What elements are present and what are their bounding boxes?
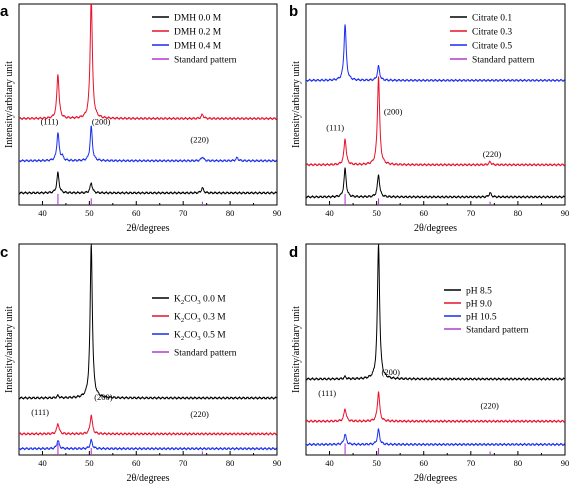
peak-annotation: (111) — [326, 123, 344, 133]
peak-annotation: (111) — [41, 117, 59, 127]
x-tick-label: 90 — [561, 208, 569, 218]
peak-annotation: (220) — [190, 135, 209, 145]
series-line — [306, 391, 565, 423]
series-line — [19, 171, 277, 195]
legend-label: pH 10.5 — [466, 313, 497, 323]
x-tick-label: 70 — [467, 208, 476, 218]
peak-annotation: (200) — [92, 117, 111, 127]
series-line — [306, 167, 565, 199]
x-tick-label: 70 — [179, 458, 188, 468]
x-tick-label: 60 — [419, 208, 428, 218]
series-line — [19, 438, 277, 451]
x-tick-label: 90 — [273, 458, 282, 468]
legend-label: Citrate 0.1 — [472, 14, 512, 24]
x-tick-label: 60 — [132, 208, 141, 218]
plot-frame — [305, 243, 566, 456]
x-tick-label: 70 — [179, 208, 188, 218]
x-tick-label: 50 — [85, 458, 94, 468]
peak-annotation: (220) — [483, 149, 502, 159]
x-axis-title: 2θ/degrees — [414, 473, 457, 484]
panel-b: b 40 50 60 70 80 90 2θ/degrees Intensity/arbitar… — [289, 3, 569, 234]
series-line — [306, 244, 565, 381]
panel-a: a 40 50 60 70 80 90 2θ/degrees Intensity/arbitar… — [0, 3, 282, 234]
legend-label: pH 8.5 — [466, 287, 492, 297]
x-axis-title: 2θ/degrees — [126, 473, 169, 484]
peak-annotation: (111) — [31, 407, 49, 417]
panel-label: d — [289, 244, 298, 261]
plot-frame — [18, 243, 278, 456]
peak-annotation: (200) — [382, 367, 401, 377]
panel-label: c — [0, 244, 8, 261]
x-tick-label: 90 — [561, 458, 569, 468]
plot-frame — [18, 3, 278, 206]
series-line — [19, 244, 277, 400]
y-axis-title: Intensity/arbitary unit — [291, 306, 302, 393]
panel-label: b — [289, 3, 298, 20]
legend-label: DMH 0.2 M — [174, 28, 222, 38]
x-tick-label: 40 — [38, 208, 47, 218]
x-tick-label: 70 — [467, 458, 476, 468]
legend-label: DMH 0.4 M — [174, 42, 222, 52]
series-line — [19, 125, 277, 163]
peak-annotation: (111) — [318, 388, 336, 398]
series-line — [306, 76, 565, 167]
panel-label: a — [0, 3, 9, 20]
series-line — [306, 24, 565, 82]
x-tick-label: 40 — [325, 208, 334, 218]
x-tick-label: 60 — [132, 458, 141, 468]
peak-annotation: (220) — [480, 401, 499, 411]
x-tick-label: 80 — [514, 458, 523, 468]
x-tick-label: 40 — [325, 458, 334, 468]
legend-label: Standard pattern — [472, 56, 535, 66]
legend-label: Citrate 0.5 — [472, 42, 512, 52]
legend-label: K2CO3 0.0 M — [174, 295, 226, 307]
panel-d: d 40 50 60 70 80 90 2θ/degrees Intensity/arbitar… — [289, 243, 569, 484]
y-axis-title: Intensity/arbitary unit — [291, 61, 302, 148]
legend-label: Standard pattern — [174, 349, 237, 359]
legend-label: K2CO3 0.5 M — [174, 331, 226, 343]
panel-c: c 40 50 60 70 80 90 2θ/degrees Intensity/arbitar… — [0, 243, 282, 484]
peak-annotation: (200) — [384, 107, 403, 117]
plot-frame — [305, 3, 566, 206]
legend-label: Standard pattern — [174, 56, 237, 66]
x-axis-title: 2θ/degrees — [126, 223, 169, 234]
x-tick-label: 50 — [372, 458, 381, 468]
legend-label: Standard pattern — [466, 326, 529, 336]
x-tick-label: 50 — [372, 208, 381, 218]
legend-label: DMH 0.0 M — [174, 14, 222, 24]
x-tick-label: 80 — [514, 208, 523, 218]
x-tick-label: 80 — [226, 208, 235, 218]
x-tick-label: 50 — [85, 208, 94, 218]
legend-label: K2CO3 0.3 M — [174, 313, 226, 325]
x-tick-label: 90 — [273, 208, 282, 218]
series-line — [306, 428, 565, 447]
peak-annotation: (200) — [94, 392, 113, 402]
x-tick-label: 60 — [419, 458, 428, 468]
legend-label: pH 9.0 — [466, 300, 492, 310]
y-axis-title: Intensity/arbitary unit — [4, 306, 15, 393]
series-line — [19, 414, 277, 436]
y-axis-title: Intensity/arbitary unit — [4, 61, 15, 148]
x-tick-label: 80 — [226, 458, 235, 468]
peak-annotation: (220) — [190, 409, 209, 419]
x-axis-title: 2θ/degrees — [414, 223, 457, 234]
legend-label: Citrate 0.3 — [472, 28, 512, 38]
x-tick-label: 40 — [38, 458, 47, 468]
series-line — [19, 4, 277, 121]
